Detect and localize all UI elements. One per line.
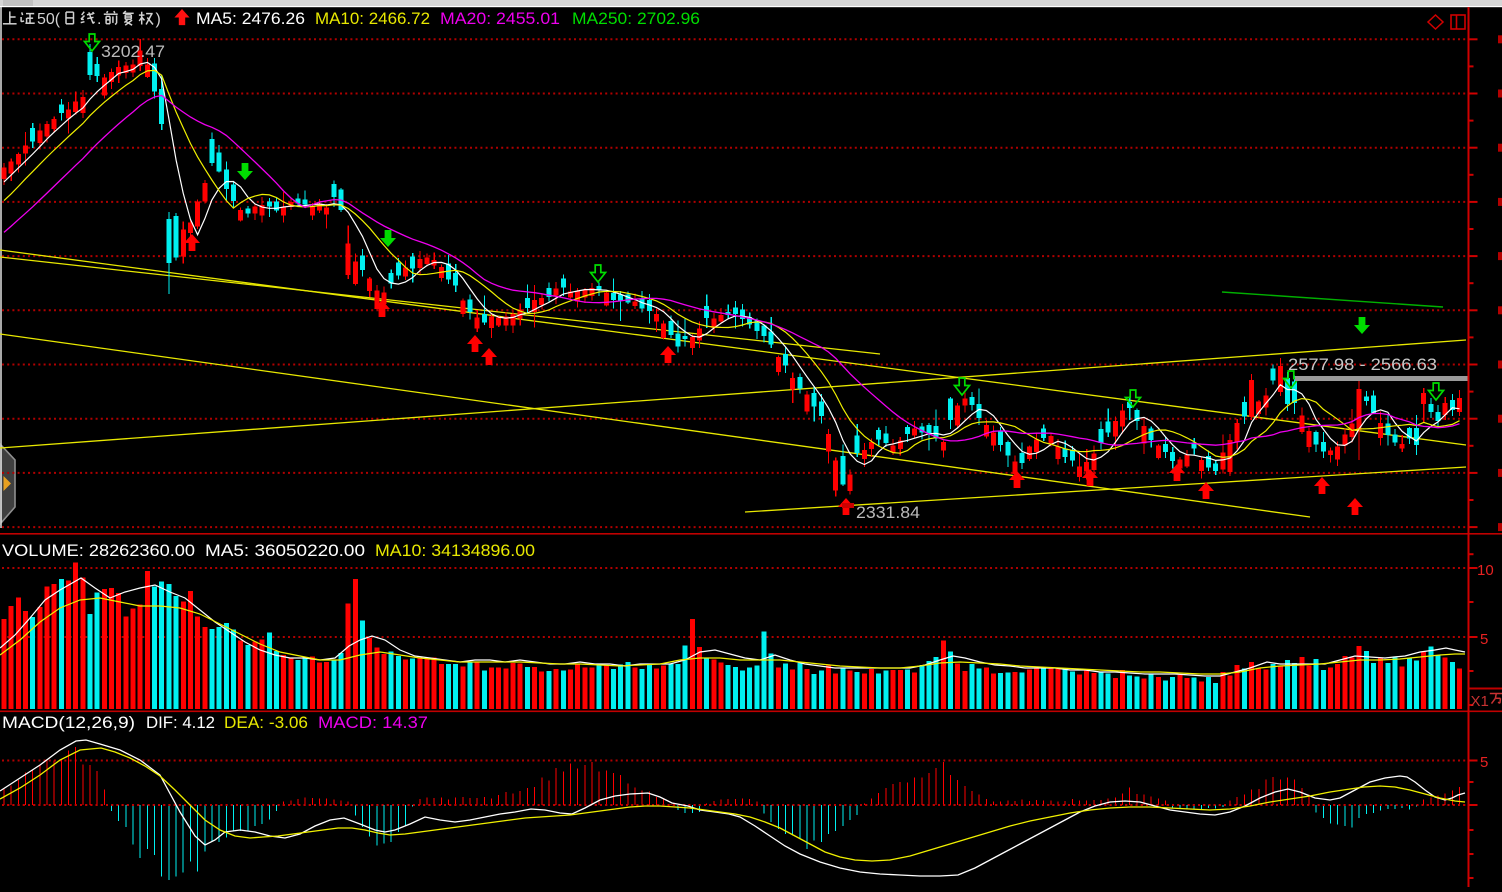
svg-text:X1: X1: [1471, 693, 1489, 710]
svg-text:MA5: 36050220.00: MA5: 36050220.00: [205, 542, 365, 560]
svg-text:5: 5: [1480, 631, 1488, 648]
svg-text:MACD(12,26,9): MACD(12,26,9): [2, 714, 135, 732]
svg-text:MACD: 14.37: MACD: 14.37: [318, 714, 428, 732]
svg-text:3202.47: 3202.47: [101, 42, 165, 61]
svg-text:.: .: [97, 11, 101, 28]
svg-text:50(: 50(: [37, 11, 61, 28]
svg-text:2331.84: 2331.84: [856, 503, 920, 522]
svg-text:MA10: 34134896.00: MA10: 34134896.00: [375, 542, 535, 560]
svg-text:MA250: 2702.96: MA250: 2702.96: [572, 10, 700, 28]
svg-text:DEA: -3.06: DEA: -3.06: [224, 714, 308, 732]
svg-text:10: 10: [1477, 562, 1494, 579]
svg-text:MA20: 2455.01: MA20: 2455.01: [440, 10, 560, 28]
svg-text:): ): [156, 11, 161, 28]
svg-text:DIF: 4.12: DIF: 4.12: [146, 714, 215, 732]
svg-text:2577.98 - 2566.63: 2577.98 - 2566.63: [1288, 356, 1437, 374]
svg-text:MA10: 2466.72: MA10: 2466.72: [315, 10, 430, 28]
svg-text:MA5: 2476.26: MA5: 2476.26: [196, 10, 305, 28]
svg-text:VOLUME: 28262360.00: VOLUME: 28262360.00: [2, 542, 195, 560]
svg-text:5: 5: [1480, 754, 1488, 771]
